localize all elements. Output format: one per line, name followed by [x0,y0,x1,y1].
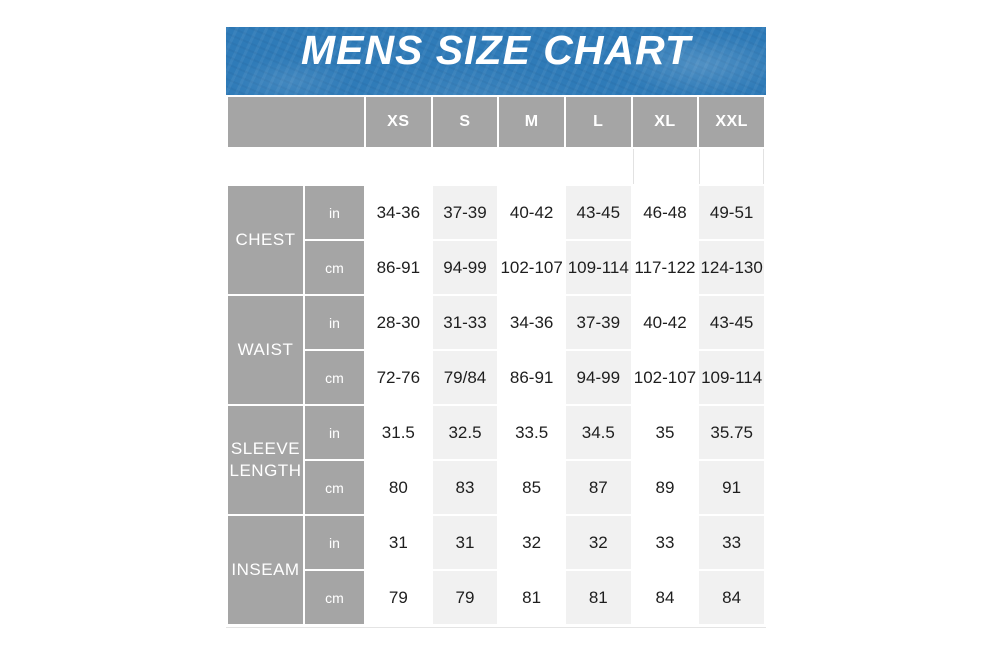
data-cell: 89 [632,461,698,514]
data-cell: 84 [699,571,764,624]
data-cell: 33 [632,516,698,569]
data-cell: 102-107 [499,241,564,294]
data-cell: 32 [565,516,631,569]
data-cell: 49-51 [699,186,764,239]
data-cell: 91 [699,461,764,514]
data-cell: 34.5 [565,406,631,459]
data-cell: 87 [565,461,631,514]
size-col-header-xl: XL [632,97,698,147]
size-chart: MENS SIZE CHART XS S M L XL XXL [226,27,766,628]
size-table-body: CHEST in 34-36 37-39 40-42 43-45 46-48 49-51 cm 8… [228,186,764,624]
data-cell: 28-30 [366,296,431,349]
data-cell: 124-130 [699,241,764,294]
spacer-cell [432,149,498,184]
data-cell: 72-76 [366,351,431,404]
row-label-chest: CHEST [228,186,303,294]
data-cell: 34-36 [366,186,431,239]
data-cell: 80 [366,461,431,514]
row-label-waist: WAIST [228,296,303,404]
spacer-cell [632,149,698,184]
data-cell: 86-91 [499,351,564,404]
table-row: cm 80 83 85 87 89 91 [228,461,764,514]
table-row: CHEST in 34-36 37-39 40-42 43-45 46-48 49-51 [228,186,764,294]
size-col-header-xs: XS [366,97,431,147]
table-row: SLEEVE LENGTH in 31.5 32.5 33.5 34.5 35 35.75 [228,406,764,514]
data-cell: 109-114 [699,351,764,404]
size-col-header-s: S [432,97,498,147]
spacer-cell [499,149,564,184]
data-cell: 40-42 [499,186,564,239]
data-cell: 31.5 [366,406,431,459]
spacer-row [228,149,764,184]
data-cell: 79/84 [432,351,498,404]
size-col-header-l: L [565,97,631,147]
unit-cell: cm [305,241,364,294]
data-cell: 31 [432,516,498,569]
size-table: XS S M L XL XXL CHEST in 34-36 37-39 40-42 43… [226,95,766,626]
data-cell: 33.5 [499,406,564,459]
unit-cell: cm [305,571,364,624]
data-cell: 35.75 [699,406,764,459]
unit-cell: in [305,516,364,569]
data-cell: 94-99 [565,351,631,404]
table-bottom-rule [226,627,766,628]
data-cell: 102-107 [632,351,698,404]
data-cell: 35 [632,406,698,459]
data-cell: 37-39 [432,186,498,239]
data-cell: 31-33 [432,296,498,349]
data-cell: 81 [499,571,564,624]
row-label-inseam: INSEAM [228,516,303,624]
table-row: cm 72-76 79/84 86-91 94-99 102-107 109-114 [228,351,764,404]
data-cell: 109-114 [565,241,631,294]
data-cell: 46-48 [632,186,698,239]
unit-cell: cm [305,461,364,514]
data-cell: 43-45 [699,296,764,349]
data-cell: 32 [499,516,564,569]
chart-title-banner: MENS SIZE CHART [226,27,766,95]
size-col-header-m: M [499,97,564,147]
data-cell: 83 [432,461,498,514]
data-cell: 81 [565,571,631,624]
data-cell: 43-45 [565,186,631,239]
data-cell: 94-99 [432,241,498,294]
unit-cell: in [305,186,364,239]
table-row: cm 86-91 94-99 102-107 109-114 117-122 124-130 [228,241,764,294]
data-cell: 34-36 [499,296,564,349]
data-cell: 85 [499,461,564,514]
table-row: INSEAM in 31 31 32 32 33 33 [228,516,764,624]
spacer-cell [366,149,431,184]
size-header-row: XS S M L XL XXL [228,97,764,147]
page-title: MENS SIZE CHART [300,26,692,73]
data-cell: 117-122 [632,241,698,294]
spacer-cell [228,149,364,184]
data-cell: 84 [632,571,698,624]
spacer-cell [565,149,631,184]
data-cell: 32.5 [432,406,498,459]
unit-cell: in [305,296,364,349]
unit-cell: in [305,406,364,459]
table-row: WAIST in 28-30 31-33 34-36 37-39 40-42 43-45 [228,296,764,404]
data-cell: 37-39 [565,296,631,349]
data-cell: 79 [366,571,431,624]
corner-cell [228,97,364,147]
unit-cell: cm [305,351,364,404]
data-cell: 79 [432,571,498,624]
data-cell: 40-42 [632,296,698,349]
spacer-cell [699,149,764,184]
row-label-sleeve-length: SLEEVE LENGTH [228,406,303,514]
table-row: cm 79 79 81 81 84 84 [228,571,764,624]
data-cell: 31 [366,516,431,569]
size-col-header-xxl: XXL [699,97,764,147]
data-cell: 86-91 [366,241,431,294]
data-cell: 33 [699,516,764,569]
